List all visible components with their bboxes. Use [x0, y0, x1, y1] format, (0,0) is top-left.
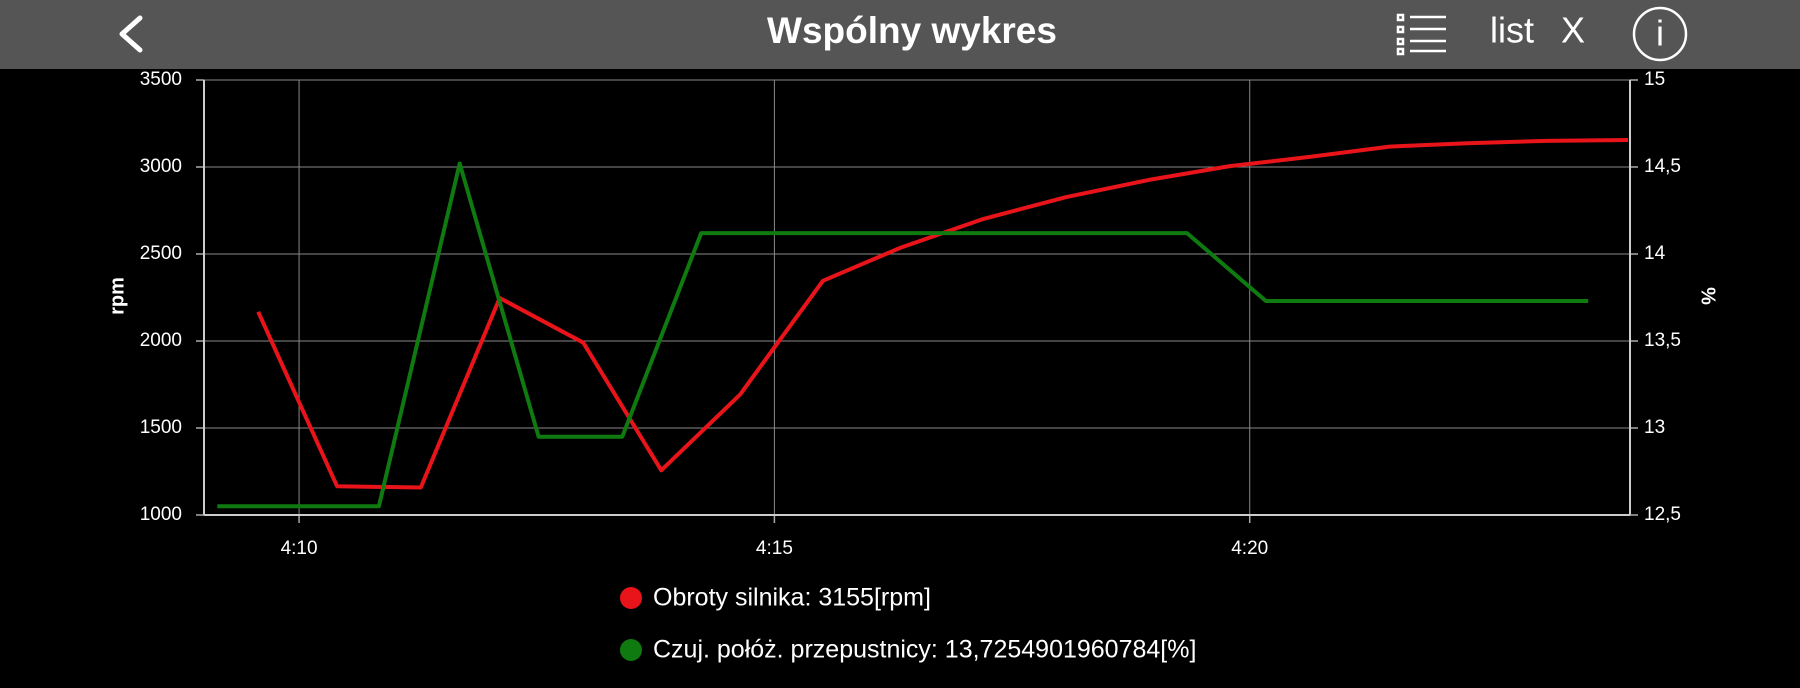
info-label: i [1656, 13, 1664, 54]
y-tick-label: 2000 [140, 330, 182, 351]
y2-tick-label: 14 [1644, 243, 1666, 264]
y-tick-label: 3500 [140, 69, 182, 90]
close-button[interactable]: X [1561, 10, 1585, 51]
y-tick-label: 2500 [140, 243, 182, 264]
legend-label: Czuj. połóż. przepustnicy: 13,7254901960… [653, 636, 1196, 664]
list-button[interactable]: list [1490, 10, 1534, 51]
legend-marker [620, 639, 642, 661]
back-button[interactable] [119, 15, 143, 53]
series-line [256, 138, 1629, 490]
x-tick-label: 4:20 [1231, 538, 1268, 559]
y2-tick-label: 13,5 [1644, 330, 1681, 351]
legend-marker [620, 587, 642, 609]
y-tick-label: 1000 [140, 504, 182, 525]
y2-axis-title: % [1697, 287, 1719, 305]
info-button[interactable] [1632, 6, 1688, 62]
y2-tick-label: 15 [1644, 69, 1665, 90]
y2-tick-label: 14,5 [1644, 156, 1681, 177]
y2-tick-label: 13 [1644, 417, 1665, 438]
y-axis-title: rpm [106, 277, 128, 315]
y-tick-label: 1500 [140, 417, 182, 438]
screen-title: Wspólny wykres [767, 10, 1057, 51]
chart: 1000 1500 2000 2500 3000 3500 12,5 13 13,5 14 14,5… [140, 69, 1681, 664]
list-icon[interactable] [1396, 13, 1446, 56]
top-bar [0, 0, 1800, 69]
x-tick-label: 4:15 [756, 538, 793, 559]
series-line [217, 161, 1589, 509]
y2-tick-label: 12,5 [1644, 504, 1681, 525]
x-tick-label: 4:10 [281, 538, 318, 559]
legend-label: Obroty silnika: 3155[rpm] [653, 584, 931, 612]
y-tick-label: 3000 [140, 156, 182, 177]
